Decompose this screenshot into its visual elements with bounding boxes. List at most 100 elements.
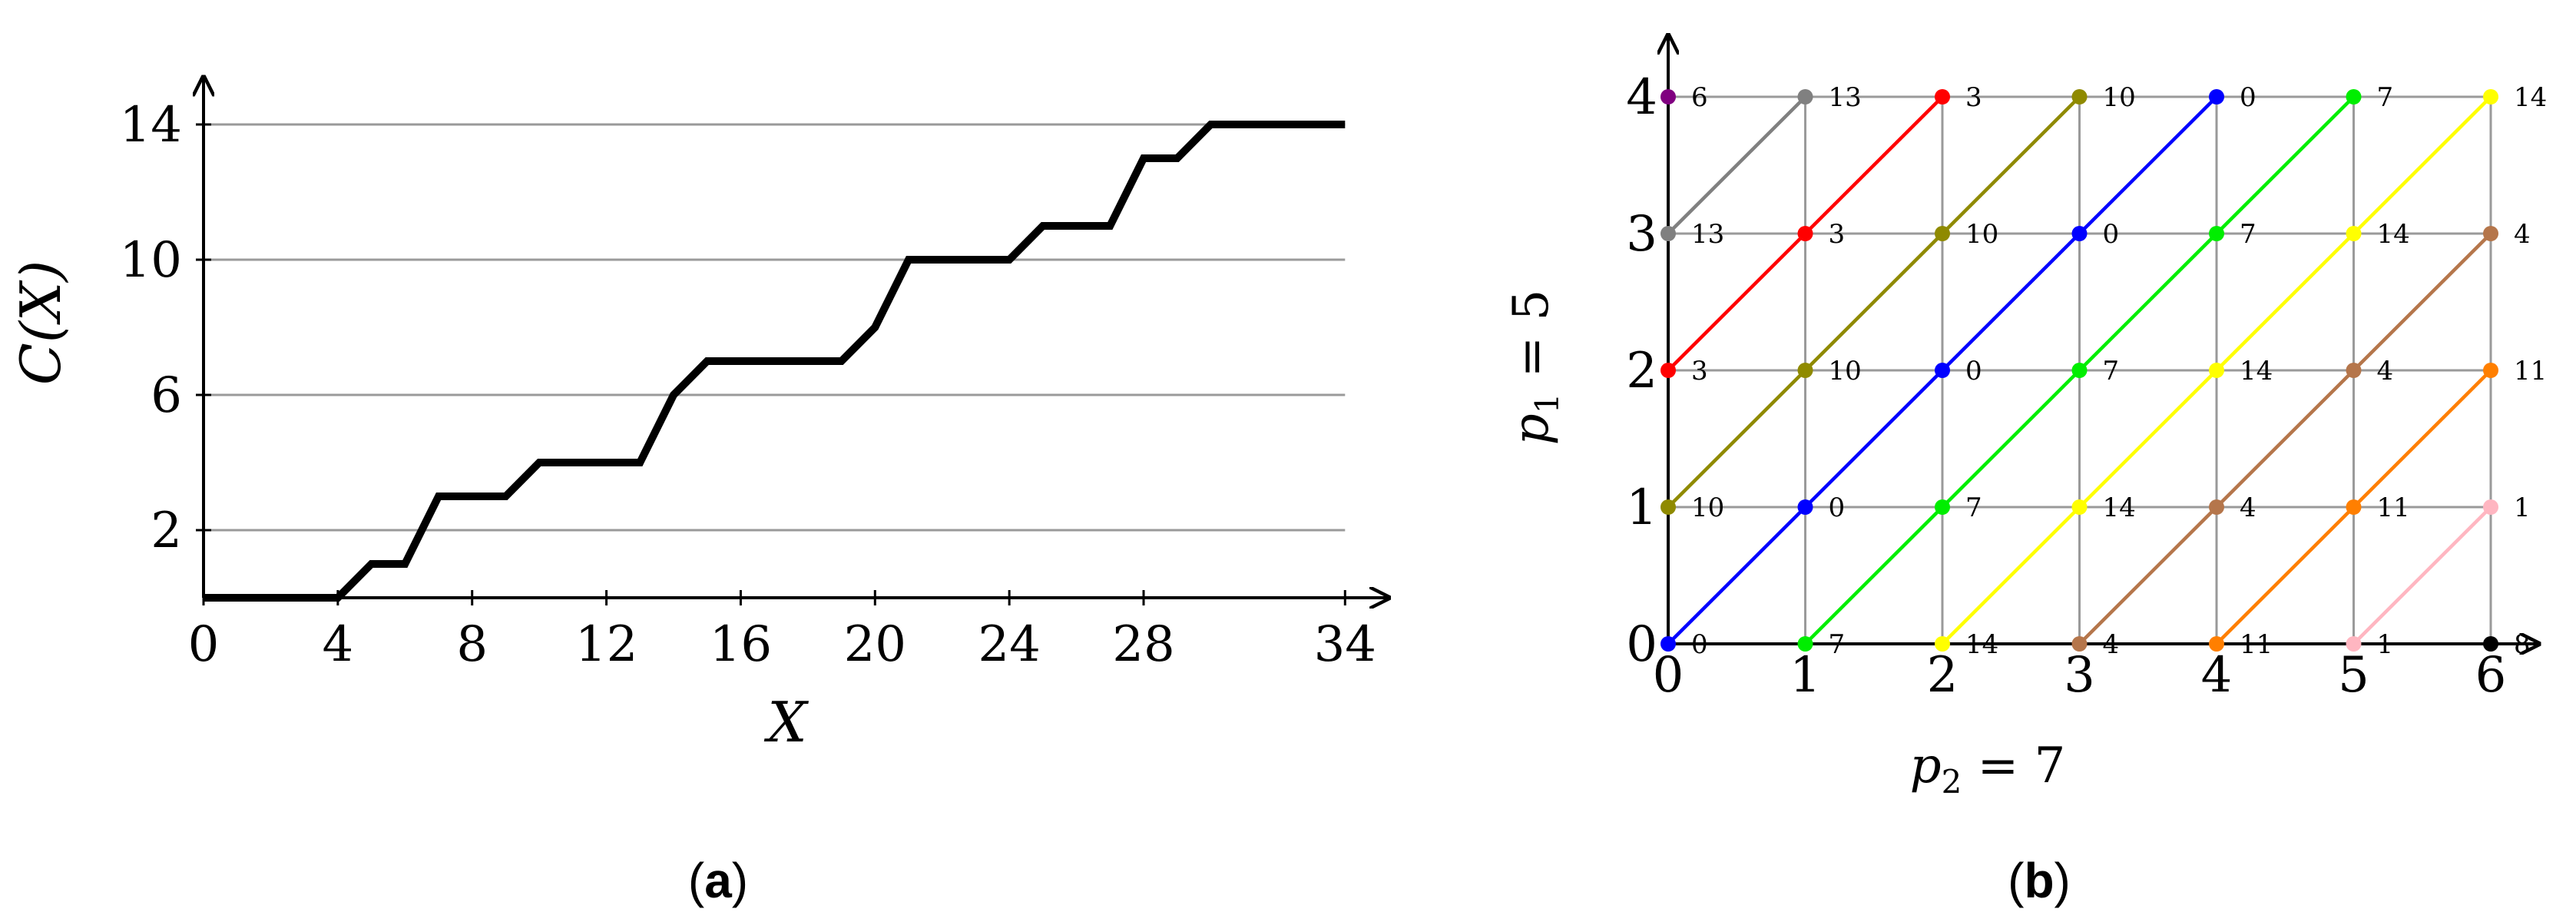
diagonal-segment [1803,369,1944,509]
x-tick-label: 24 [978,616,1040,673]
x-tick-label: 5 [2338,647,2369,704]
x-tick-label: 8 [456,616,488,673]
point-value-label: 7 [2240,219,2256,250]
lattice-point [1797,636,1813,652]
lattice-point [1935,636,1950,652]
diagonal-segment [1667,232,1807,372]
x-ticks: 0 4 8 12 16 20 24 28 34 [188,590,1376,673]
y-tick-label: 2 [151,502,182,559]
point-value-label: 14 [2514,82,2547,113]
lattice-point [1660,636,1676,652]
diagonal-segment [2078,232,2218,372]
diagonal-segment [1667,506,1807,645]
lattice-point [1660,226,1676,241]
lattice-point [1935,363,1950,378]
diagonal-segment [2215,506,2356,645]
lattice-point [2483,226,2498,241]
x-tick-label: 0 [188,616,220,673]
point-value-label: 8 [2514,629,2531,660]
lattice-point [2346,226,2362,241]
point-value-label: 7 [2377,82,2394,113]
point-value-label: 0 [1691,629,1708,660]
diagonal-segment [2352,506,2492,645]
point-value-label: 0 [1829,493,1846,523]
point-value-label: 7 [2103,356,2120,386]
point-value-label: 14 [2240,356,2273,386]
diagonal-segment [2078,506,2218,645]
y-ticks: 2 6 10 14 [120,97,211,559]
point-value-label: 3 [1691,356,1708,386]
lattice-point [1797,89,1813,104]
lattice-point [2483,636,2498,652]
y-tick-label: 3 [1626,206,1657,263]
diagonal-segment [1803,506,1944,645]
lattice-point [1797,499,1813,515]
y-ticks: 0 1 2 3 4 [1626,69,1657,673]
point-value-label: 13 [1691,219,1724,250]
x-tick-label: 28 [1112,616,1174,673]
lattice-point [1797,363,1813,378]
y-tick-label: 6 [151,367,182,424]
x-tick-label: 20 [844,616,906,673]
x-tick-label: 16 [710,616,772,673]
y-tick-label: 14 [120,97,182,154]
lattice-point [2071,226,2088,241]
series-line [204,121,1346,602]
lattice-point [2071,499,2088,515]
x-axis-label: X [763,690,809,755]
point-value-label: 7 [1965,493,1982,523]
point-value-label: 0 [2240,82,2256,113]
lattice-point [1660,363,1676,378]
point-value-label: 14 [2103,493,2136,523]
lattice-point [2209,499,2224,515]
panel-caption: (b) [2008,853,2071,908]
lattice-point [2209,226,2224,241]
lattice-point [2071,89,2088,104]
diagonal-segment [1941,369,2081,509]
x-tick-label: 6 [2475,647,2507,704]
diagonal-segment [1941,232,2081,372]
lattice-point [2346,89,2362,104]
x-ticks: 0 1 2 3 4 5 6 [1653,647,2507,704]
point-value-label: 13 [1829,82,1862,113]
y-tick-label: 0 [1626,616,1657,673]
point-value-label: 14 [1965,629,1998,660]
diagonal-segment [2078,95,2218,235]
diagonal-segment [2352,369,2492,509]
diagonal-segment [2215,232,2356,372]
point-value-label: 4 [2240,493,2256,523]
point-value-label: 11 [2240,629,2273,660]
lattice-point [1935,499,1950,515]
lattice-point [2209,363,2224,378]
lattice-point [2071,363,2088,378]
point-value-label: 11 [2514,356,2547,386]
x-tick-label: 4 [322,616,353,673]
point-value-label: 11 [2377,493,2410,523]
panel-caption: (a) [688,853,748,908]
diagonal-segment [2078,369,2218,509]
diagonal-segment [2215,369,2356,509]
point-value-label: 3 [1829,219,1846,250]
x-tick-label: 0 [1653,647,1684,704]
diagonal-segment [1803,95,1944,235]
x-tick-label: 4 [2201,647,2233,704]
point-value-label: 10 [1965,219,1998,250]
y-tick-label: 4 [1626,69,1657,126]
diagonal-segment [2215,95,2356,235]
lattice-point [2346,499,2362,515]
diagonal-segment [1941,506,2081,645]
diagonal-segment [1941,95,2081,235]
y-axis-label: p1 = 5 [1503,290,1566,446]
x-tick-label: 1 [1790,647,1821,704]
diagonal-segment [1803,232,1944,372]
lattice-point [2346,636,2362,652]
y-tick-label: 2 [1626,343,1657,400]
point-value-label: 3 [1965,82,1982,113]
point-value-label: 6 [1691,82,1708,113]
lattice-point [1797,226,1813,241]
x-tick-label: 3 [2064,647,2095,704]
point-value-label: 14 [2377,219,2410,250]
y-tick-label: 10 [120,232,182,289]
